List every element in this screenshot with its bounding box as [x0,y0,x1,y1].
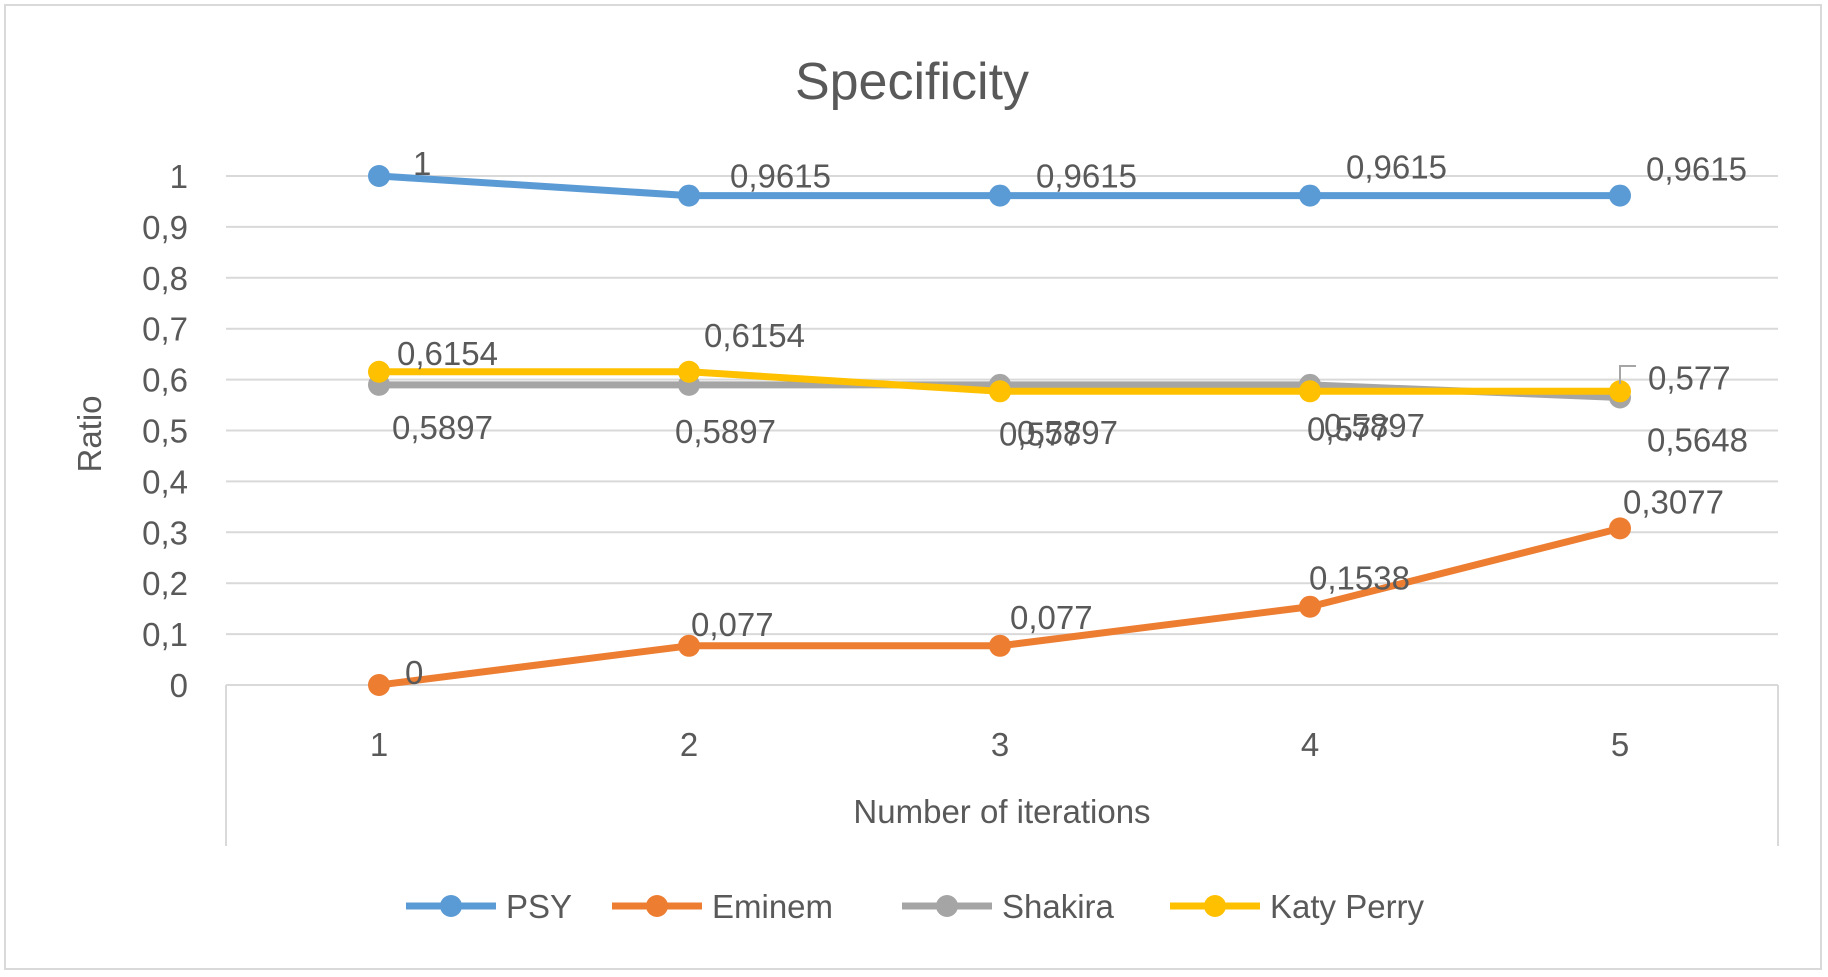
data-label-katy-perry: 0,6154 [397,335,498,372]
data-point-psy [678,184,700,207]
legend: PSY Eminem Shakira Katy Perry [406,888,1425,925]
y-tick-label: 0,8 [142,260,188,297]
data-point-eminem [1299,595,1321,618]
y-tick-label: 0,2 [142,565,188,602]
data-label-shakira: 0,5897 [675,413,776,450]
x-axis-title: Number of iterations [853,793,1150,830]
legend-label: Eminem [712,888,833,925]
data-label-katy-perry: 0,577 [999,415,1082,452]
y-tick-label: 0,3 [142,514,188,551]
data-label-psy: 0,9615 [1646,151,1747,188]
x-tick-label: 5 [1611,726,1629,763]
legend-swatch-marker [1204,895,1226,917]
data-point-katy-perry [678,360,700,383]
y-tick-label: 1 [170,158,188,195]
data-label-shakira: 0,5897 [392,409,493,446]
data-point-katy-perry [1609,380,1631,403]
data-label-leader-line [1619,365,1636,384]
plot-frame [225,685,1779,846]
gridlines [226,175,1778,686]
data-label-katy-perry: 0,6154 [704,317,805,354]
legend-swatch-marker [936,895,958,917]
y-tick-label: 0,5 [142,413,188,450]
y-tick-label: 0,6 [142,362,188,399]
data-label-psy: 0,9615 [1346,149,1447,186]
x-tick-label: 4 [1301,726,1319,763]
data-label-shakira: 0,5897 [1017,414,1118,451]
data-label-katy-perry: 0,577 [1648,359,1731,396]
legend-item-katy-perry: Katy Perry [1170,888,1425,925]
data-label-eminem: 0,1538 [1309,560,1410,597]
data-label-psy: 0,9615 [1036,158,1137,195]
legend-label: Katy Perry [1270,888,1425,925]
data-label-eminem: 0,3077 [1623,483,1724,520]
x-axis-ticks: 1 2 3 4 5 [370,726,1629,763]
series-lines [368,165,1631,696]
y-tick-label: 0,4 [142,463,188,500]
chart-title: Specificity [795,53,1029,111]
data-point-eminem [678,634,700,657]
data-label-eminem: 0,077 [691,606,774,643]
data-label-eminem: 0,077 [1010,599,1093,636]
legend-label: Shakira [1002,888,1115,925]
x-tick-label: 3 [991,726,1009,763]
legend-swatch-marker [646,895,668,917]
data-point-psy [989,184,1011,207]
data-label-eminem: 0 [405,654,423,691]
data-point-eminem [368,674,390,696]
series-line-eminem [375,524,1624,689]
data-label-psy: 1 [413,145,431,182]
data-label-shakira: 0,5897 [1324,407,1425,444]
data-labels: 1 0,9615 0,9615 0,9615 0,9615 0 0,077 0,077 0,15… [392,145,1748,691]
y-tick-label: 0,7 [142,311,188,348]
y-axis-title: Ratio [71,395,108,472]
data-label-psy: 0,9615 [730,158,831,195]
data-point-katy-perry [368,360,390,383]
x-tick-label: 2 [680,726,698,763]
data-point-eminem [1609,517,1631,540]
legend-item-shakira: Shakira [902,888,1115,925]
data-point-katy-perry [989,380,1011,403]
x-tick-label: 1 [370,726,388,763]
legend-swatch-marker [440,895,462,917]
data-label-katy-perry: 0,577 [1307,410,1390,447]
data-point-katy-perry [1299,380,1321,403]
data-point-psy [368,165,390,187]
y-tick-label: 0 [170,667,188,704]
legend-item-eminem: Eminem [612,888,833,925]
data-point-psy [1609,184,1631,207]
y-tick-label: 0,1 [142,616,188,653]
y-tick-label: 0,9 [142,209,188,246]
line-chart: Specificity 0 0,1 0,2 0,3 0,4 0,5 0,6 0,7 0,8 0,9… [71,53,1779,925]
data-point-psy [1299,184,1321,207]
legend-label: PSY [506,888,572,925]
y-axis-ticks: 0 0,1 0,2 0,3 0,4 0,5 0,6 0,7 0,8 0,9 1 [142,158,188,704]
chart-frame: Specificity 0 0,1 0,2 0,3 0,4 0,5 0,6 0,7 0,8 0,9… [4,4,1822,970]
data-label-shakira: 0,5648 [1647,422,1748,459]
legend-item-psy: PSY [406,888,572,925]
data-point-eminem [989,634,1011,657]
